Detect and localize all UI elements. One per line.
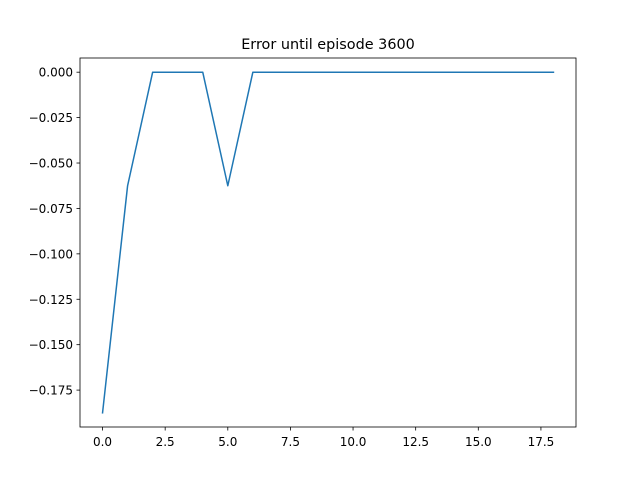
y-axis-ticks: 0.000 −0.025 −0.050 −0.075 −0.100 −0.125 −0.15… [29, 66, 80, 398]
x-tick-label: 15.0 [465, 435, 492, 449]
plot-area-frame [79, 57, 577, 428]
x-tick-label: 5.0 [218, 435, 237, 449]
x-tick-label: 7.5 [281, 435, 300, 449]
x-axis-ticks: 0.0 2.5 5.0 7.5 10.0 12.5 15.0 17.5 [93, 427, 554, 449]
y-tick-label: −0.075 [29, 202, 73, 216]
y-tick-label: −0.150 [29, 338, 73, 352]
x-tick-label: 12.5 [402, 435, 429, 449]
y-tick-label: −0.100 [29, 247, 73, 261]
x-tick-label: 17.5 [528, 435, 555, 449]
y-tick-label: −0.125 [29, 293, 73, 307]
y-tick-label: 0.000 [39, 66, 73, 80]
x-tick-label: 10.0 [340, 435, 367, 449]
x-tick-label: 2.5 [156, 435, 175, 449]
y-tick-label: −0.175 [29, 384, 73, 398]
series-line [101, 71, 555, 414]
x-tick-label: 0.0 [93, 435, 112, 449]
chart-title: Error until episode 3600 [241, 37, 415, 53]
y-tick-label: −0.025 [29, 111, 73, 125]
y-tick-label: −0.050 [29, 157, 73, 171]
